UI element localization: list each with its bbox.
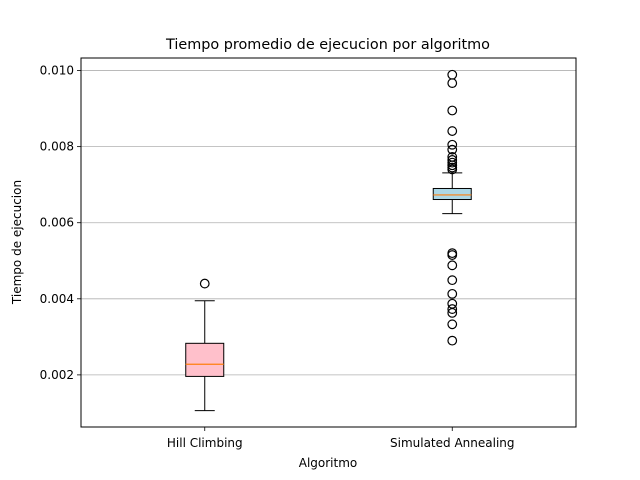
x-axis-label: Algoritmo: [299, 456, 358, 470]
y-tick-label: 0.002: [40, 368, 74, 382]
y-axis-label: Tiempo de ejecucion: [10, 180, 24, 305]
outlier-point: [447, 319, 458, 330]
y-tick-label: 0.008: [40, 140, 74, 154]
chart-title: Tiempo promedio de ejecucion por algorit…: [165, 37, 490, 53]
outlier-point: [447, 78, 458, 89]
x-tick-label: Hill Climbing: [167, 436, 243, 450]
outlier-point: [447, 304, 458, 314]
outlier-point: [447, 144, 458, 155]
outlier-point: [447, 275, 458, 286]
y-tick-label: 0.004: [40, 292, 74, 306]
y-axis: 0.002 0.004 0.006 0.008 0.010: [40, 64, 81, 382]
outlier-point: [447, 105, 458, 116]
y-tick-label: 0.010: [40, 64, 74, 78]
x-tick-label: Simulated Annealing: [390, 436, 515, 450]
outlier-point: [447, 307, 458, 318]
y-tick-label: 0.006: [40, 216, 74, 230]
box-hill-climbing: [185, 278, 225, 412]
outlier-point: [447, 250, 458, 260]
outlier-point: [447, 164, 458, 175]
outlier-point: [447, 155, 458, 165]
box-simulated-annealing: [432, 69, 472, 346]
outlier-point: [447, 335, 458, 346]
outlier-point: [447, 288, 458, 299]
outlier-point: [199, 278, 210, 289]
outlier-point: [447, 126, 458, 136]
outlier-point: [447, 157, 458, 168]
plot-area: [185, 69, 472, 412]
outlier-point: [447, 260, 458, 271]
outlier-point: [447, 248, 458, 259]
outlier-point: [447, 139, 458, 150]
box-iqr: [185, 342, 225, 377]
grid-lines: [81, 70, 576, 376]
plot-frame: [80, 57, 577, 428]
x-axis: Hill Climbing Simulated Annealing: [167, 427, 515, 450]
box-iqr: [432, 187, 472, 201]
outlier-point: [447, 69, 458, 80]
